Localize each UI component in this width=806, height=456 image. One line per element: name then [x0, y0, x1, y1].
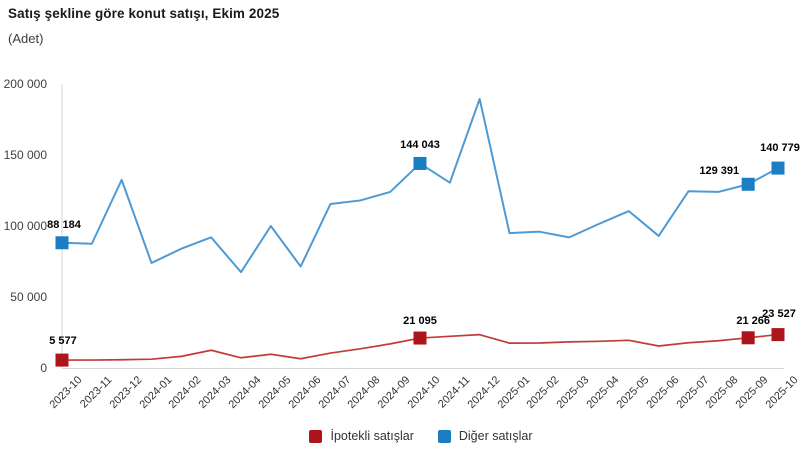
- chart-subtitle: (Adet): [8, 31, 44, 46]
- data-point-marker[interactable]: [413, 331, 427, 345]
- legend-label: İpotekli satışlar: [330, 429, 414, 443]
- data-point-label: 21 266: [736, 314, 770, 327]
- y-axis-tick-label: 100 000: [3, 219, 47, 233]
- data-point-label: 129 391: [699, 165, 740, 178]
- legend-item-diger-satislar[interactable]: Diğer satışlar: [437, 429, 533, 443]
- y-axis-tick-label: 200 000: [3, 77, 47, 91]
- data-point-label: 5 577: [49, 335, 77, 348]
- y-axis-tick-label: 150 000: [3, 148, 47, 162]
- legend-label: Diğer satışlar: [458, 429, 533, 443]
- y-axis-tick-label: 50 000: [10, 290, 47, 304]
- legend-swatch-icon: [437, 429, 451, 443]
- data-point-label: 144 043: [400, 139, 440, 152]
- data-point-marker[interactable]: [741, 177, 755, 191]
- legend-item-ipotekli-satislar[interactable]: İpotekli satışlar: [309, 429, 414, 443]
- legend: İpotekli satışlar Diğer satışlar: [0, 429, 806, 443]
- data-point-marker[interactable]: [55, 353, 69, 367]
- data-point-marker[interactable]: [771, 328, 785, 342]
- data-point-marker[interactable]: [771, 161, 785, 175]
- data-point-label: 21 095: [403, 315, 437, 328]
- data-point-marker[interactable]: [413, 156, 427, 170]
- data-point-label: 23 527: [762, 307, 796, 320]
- legend-swatch-icon: [309, 429, 323, 443]
- data-point-marker[interactable]: [741, 331, 755, 345]
- data-point-label: 140 779: [760, 142, 800, 155]
- chart-title: Satış şekline göre konut satışı, Ekim 20…: [8, 6, 280, 21]
- data-point-label: 88 184: [47, 218, 81, 231]
- data-point-marker[interactable]: [55, 236, 69, 250]
- series-line-diger: [61, 97, 779, 274]
- y-axis-tick-label: 0: [40, 361, 47, 375]
